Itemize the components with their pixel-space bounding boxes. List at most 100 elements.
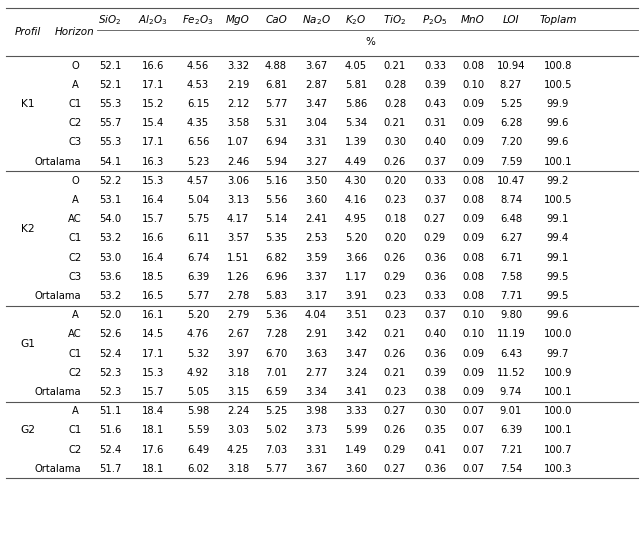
- Text: 0.30: 0.30: [384, 137, 406, 148]
- Text: 4.16: 4.16: [345, 195, 367, 205]
- Text: 0.21: 0.21: [384, 118, 406, 128]
- Text: 52.3: 52.3: [99, 368, 121, 378]
- Text: 2.78: 2.78: [227, 291, 249, 301]
- Text: 4.17: 4.17: [227, 214, 249, 224]
- Text: 3.59: 3.59: [305, 252, 327, 263]
- Text: 5.77: 5.77: [187, 291, 209, 301]
- Text: 3.34: 3.34: [305, 387, 327, 397]
- Text: 0.28: 0.28: [384, 99, 406, 109]
- Text: 52.2: 52.2: [99, 176, 121, 186]
- Text: 1.39: 1.39: [345, 137, 367, 148]
- Text: G2: G2: [21, 425, 35, 435]
- Text: 0.09: 0.09: [462, 137, 484, 148]
- Text: 0.30: 0.30: [424, 406, 446, 416]
- Text: 16.1: 16.1: [142, 310, 164, 320]
- Text: O: O: [71, 176, 79, 186]
- Text: 3.03: 3.03: [227, 425, 249, 435]
- Text: 6.71: 6.71: [500, 252, 522, 263]
- Text: 5.25: 5.25: [500, 99, 522, 109]
- Text: 2.79: 2.79: [227, 310, 249, 320]
- Text: 100.1: 100.1: [544, 425, 573, 435]
- Text: SiO$_2$: SiO$_2$: [98, 13, 122, 27]
- Text: 7.03: 7.03: [265, 445, 287, 455]
- Text: 100.5: 100.5: [544, 195, 573, 205]
- Text: 11.52: 11.52: [497, 368, 526, 378]
- Text: 6.59: 6.59: [265, 387, 287, 397]
- Text: 15.3: 15.3: [142, 368, 164, 378]
- Text: 5.20: 5.20: [187, 310, 209, 320]
- Text: 2.46: 2.46: [227, 156, 249, 166]
- Text: 6.82: 6.82: [265, 252, 287, 263]
- Text: 0.21: 0.21: [384, 61, 406, 71]
- Text: Toplam: Toplam: [539, 15, 577, 25]
- Text: 16.4: 16.4: [142, 195, 164, 205]
- Text: 6.49: 6.49: [187, 445, 209, 455]
- Text: 0.39: 0.39: [424, 368, 446, 378]
- Text: C2: C2: [68, 368, 82, 378]
- Text: 0.21: 0.21: [384, 329, 406, 339]
- Text: 17.6: 17.6: [142, 445, 164, 455]
- Text: 7.28: 7.28: [265, 329, 287, 339]
- Text: 51.7: 51.7: [99, 464, 121, 474]
- Text: 16.3: 16.3: [142, 156, 164, 166]
- Text: CaO: CaO: [265, 15, 287, 25]
- Text: 3.60: 3.60: [305, 195, 327, 205]
- Text: 5.14: 5.14: [265, 214, 287, 224]
- Text: C3: C3: [68, 272, 82, 282]
- Text: 99.1: 99.1: [547, 252, 569, 263]
- Text: 0.31: 0.31: [424, 118, 446, 128]
- Text: 55.7: 55.7: [99, 118, 121, 128]
- Text: 55.3: 55.3: [99, 137, 121, 148]
- Text: 5.36: 5.36: [265, 310, 287, 320]
- Text: 3.47: 3.47: [345, 349, 367, 359]
- Text: 3.37: 3.37: [305, 272, 327, 282]
- Text: 4.92: 4.92: [187, 368, 209, 378]
- Text: Horizon: Horizon: [55, 27, 95, 37]
- Text: 3.27: 3.27: [305, 156, 327, 166]
- Text: 3.98: 3.98: [305, 406, 327, 416]
- Text: 3.15: 3.15: [227, 387, 249, 397]
- Text: 0.33: 0.33: [424, 291, 446, 301]
- Text: 0.29: 0.29: [384, 445, 406, 455]
- Text: 0.37: 0.37: [424, 156, 446, 166]
- Text: G1: G1: [21, 339, 35, 349]
- Text: 4.04: 4.04: [305, 310, 327, 320]
- Text: 0.20: 0.20: [384, 234, 406, 244]
- Text: 0.08: 0.08: [462, 195, 484, 205]
- Text: 52.3: 52.3: [99, 387, 121, 397]
- Text: 99.7: 99.7: [547, 349, 569, 359]
- Text: 4.95: 4.95: [345, 214, 367, 224]
- Text: 2.67: 2.67: [227, 329, 249, 339]
- Text: 0.26: 0.26: [384, 349, 406, 359]
- Text: 15.7: 15.7: [142, 387, 164, 397]
- Text: 3.60: 3.60: [345, 464, 367, 474]
- Text: 0.09: 0.09: [462, 349, 484, 359]
- Text: 6.02: 6.02: [187, 464, 209, 474]
- Text: 0.07: 0.07: [462, 406, 484, 416]
- Text: 5.02: 5.02: [265, 425, 287, 435]
- Text: 0.23: 0.23: [384, 195, 406, 205]
- Text: 1.17: 1.17: [345, 272, 367, 282]
- Text: 4.05: 4.05: [345, 61, 367, 71]
- Text: 3.91: 3.91: [345, 291, 367, 301]
- Text: 16.4: 16.4: [142, 252, 164, 263]
- Text: 6.74: 6.74: [187, 252, 209, 263]
- Text: 6.96: 6.96: [265, 272, 287, 282]
- Text: 0.39: 0.39: [424, 80, 446, 90]
- Text: 2.87: 2.87: [305, 80, 327, 90]
- Text: 0.36: 0.36: [424, 464, 446, 474]
- Text: MnO: MnO: [461, 15, 485, 25]
- Text: 6.39: 6.39: [187, 272, 209, 282]
- Text: 0.37: 0.37: [424, 310, 446, 320]
- Text: O: O: [71, 61, 79, 71]
- Text: 1.07: 1.07: [227, 137, 249, 148]
- Text: 52.0: 52.0: [99, 310, 121, 320]
- Text: MgO: MgO: [226, 15, 250, 25]
- Text: 0.29: 0.29: [424, 234, 446, 244]
- Text: 6.70: 6.70: [265, 349, 287, 359]
- Text: 0.26: 0.26: [384, 156, 406, 166]
- Text: 52.1: 52.1: [99, 80, 121, 90]
- Text: 0.26: 0.26: [384, 425, 406, 435]
- Text: 52.4: 52.4: [99, 445, 121, 455]
- Text: 100.8: 100.8: [544, 61, 572, 71]
